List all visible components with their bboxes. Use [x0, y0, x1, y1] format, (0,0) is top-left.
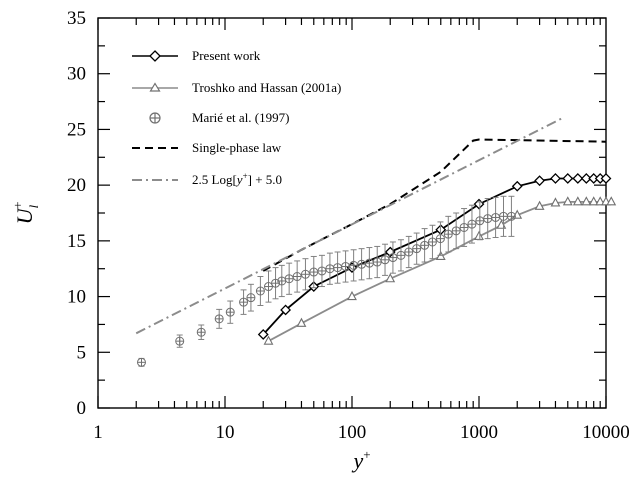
legend: Present work Troshko and Hassan (2001a) … — [132, 48, 341, 187]
legend-label-troshko: Troshko and Hassan (2001a) — [192, 80, 341, 95]
legend-entry-marie: Marié et al. (1997) — [149, 110, 289, 125]
troshko-and-hassan-2001a-point — [385, 273, 396, 283]
triangle-marker-icon — [149, 82, 161, 92]
legend-label-marie: Marié et al. (1997) — [192, 110, 289, 125]
legend-entry-single-phase: Single-phase law — [132, 140, 282, 155]
troshko-and-hassan-2001a-point — [534, 200, 545, 210]
present-work-point — [600, 173, 612, 184]
plot-frame — [97, 17, 607, 409]
present-work-point — [280, 304, 292, 316]
present-work-point — [572, 173, 584, 184]
troshko-and-hassan-2001a-point — [296, 317, 307, 327]
troshko-and-hassan-2001a-point — [347, 290, 357, 301]
x-tick-label: 1 — [93, 422, 103, 443]
legend-entry-present-work: Present work — [132, 48, 261, 63]
present-work-point — [257, 329, 269, 340]
y-tick-label: 10 — [67, 287, 86, 308]
present-work-point — [534, 175, 546, 187]
tick-labels: 1 10 100 1000 10000 0 5 10 15 20 25 30 35 — [67, 8, 630, 443]
troshko-and-hassan-2001a-point — [581, 196, 592, 206]
axis-ticks — [97, 17, 607, 409]
present-work-point — [562, 173, 574, 184]
x-axis-label: y+ — [351, 447, 370, 473]
troshko-and-hassan-2001a-point — [562, 196, 573, 206]
troshko-and-hassan-2001a-point — [595, 196, 606, 206]
y-tick-label: 30 — [67, 64, 86, 85]
x-tick-label: 1000 — [460, 422, 498, 443]
y-tick-label: 0 — [77, 398, 87, 419]
y-axis-label: Ul+ — [10, 202, 41, 225]
troshko-and-hassan-2001a-point — [606, 196, 617, 206]
legend-label-log-law: 2.5 Log[y+] + 5.0 — [192, 171, 282, 187]
legend-label-single-phase: Single-phase law — [192, 140, 282, 155]
troshko-and-hassan-2001a-point — [588, 196, 599, 206]
present-work-point — [511, 180, 523, 192]
troshko-and-hassan-2001a-point — [550, 197, 561, 207]
troshko-and-hassan-2001a-point — [572, 196, 583, 206]
present-work-point — [580, 173, 592, 184]
x-tick-label: 10 — [216, 422, 235, 443]
x-tick-label: 10000 — [582, 422, 630, 443]
troshko-and-hassan-2001a-point — [263, 335, 274, 345]
x-tick-label: 100 — [338, 422, 367, 443]
legend-entry-troshko: Troshko and Hassan (2001a) — [132, 80, 341, 95]
legend-label-present-work: Present work — [192, 48, 261, 63]
troshko-and-hassan-2001a-line — [268, 200, 612, 342]
y-tick-label: 25 — [67, 119, 86, 140]
y-tick-label: 15 — [67, 231, 86, 252]
legend-entry-log-law: 2.5 Log[y+] + 5.0 — [132, 171, 282, 187]
y-tick-label: 35 — [67, 8, 86, 29]
diamond-marker-icon — [149, 50, 161, 62]
y-tick-label: 20 — [67, 175, 86, 196]
present-work-point — [550, 173, 561, 184]
series-layer — [135, 117, 617, 367]
y-tick-label: 5 — [77, 342, 87, 363]
